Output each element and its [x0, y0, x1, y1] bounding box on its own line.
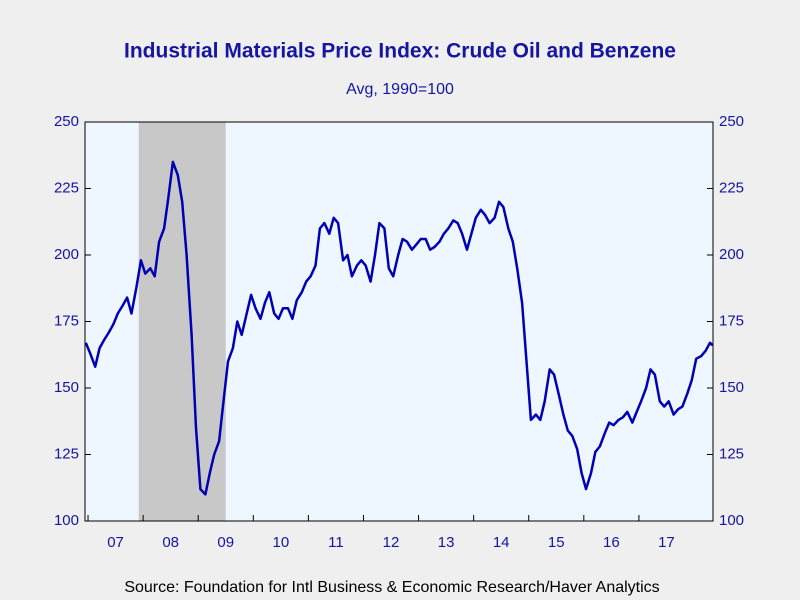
y2-tick-label: 100 — [719, 512, 744, 529]
x-tick-label: 13 — [438, 534, 455, 551]
y2-tick-label: 175 — [719, 312, 744, 329]
chart-title: Industrial Materials Price Index: Crude … — [124, 40, 676, 63]
x-tick-label: 07 — [107, 534, 124, 551]
y2-tick-label: 200 — [719, 246, 744, 263]
x-tick-label: 08 — [162, 534, 179, 551]
y-tick-label: 225 — [54, 179, 79, 196]
y-tick-label: 100 — [54, 512, 79, 529]
y2-tick-label: 225 — [719, 179, 744, 196]
y-tick-label: 125 — [54, 445, 79, 462]
y2-tick-label: 250 — [719, 113, 744, 130]
y2-tick-label: 125 — [719, 445, 744, 462]
x-tick-label: 09 — [217, 534, 234, 551]
y-tick-label: 200 — [54, 246, 79, 263]
recession-band — [138, 122, 226, 521]
x-tick-label: 11 — [328, 534, 344, 551]
data-line — [84, 160, 714, 496]
y-tick-label: 175 — [54, 312, 79, 329]
source-note: Source: Foundation for Intl Business & E… — [124, 579, 659, 596]
y2-tick-label: 150 — [719, 379, 744, 396]
x-tick-label: 10 — [272, 534, 289, 551]
x-tick-label: 17 — [658, 534, 675, 551]
y-tick-label: 150 — [54, 379, 79, 396]
chart-subtitle: Avg, 1990=100 — [346, 81, 454, 98]
y-tick-label: 250 — [54, 113, 79, 130]
plot-frame — [84, 121, 714, 522]
x-tick-label: 14 — [493, 534, 510, 551]
x-tick-label: 15 — [548, 534, 565, 551]
x-tick-label: 12 — [383, 534, 400, 551]
x-tick-label: 16 — [603, 534, 620, 551]
